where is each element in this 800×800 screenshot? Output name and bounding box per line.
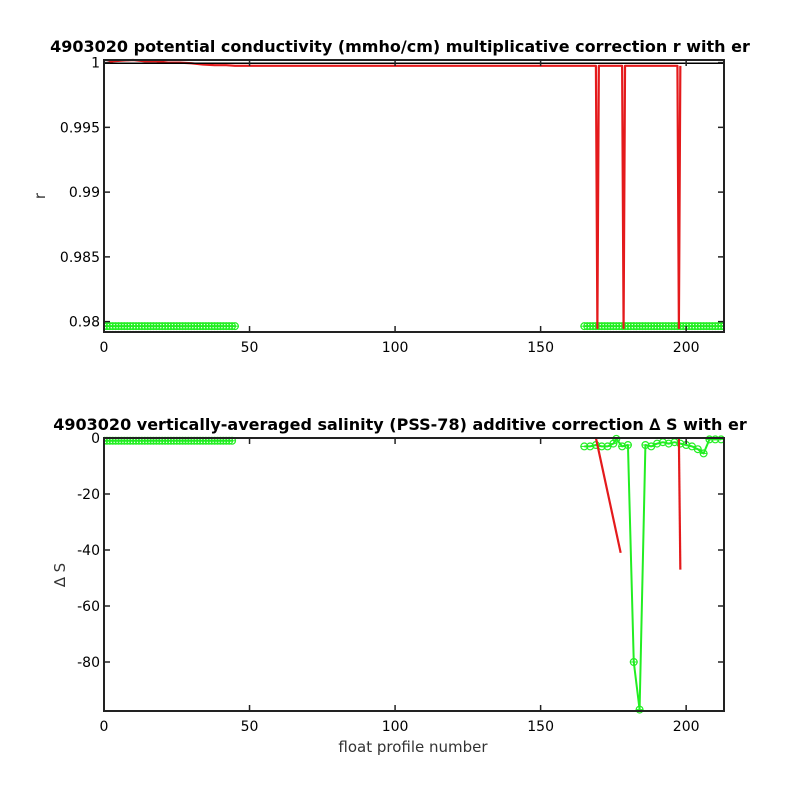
panel-top: 4903020 potential conductivity (mmho/cm)…: [31, 37, 750, 356]
x-tick-label: 200: [673, 719, 700, 735]
y-tick-label: 0.98: [69, 315, 100, 331]
title-top: 4903020 potential conductivity (mmho/cm)…: [50, 37, 750, 56]
plot-area-bottom: 0 50 100 150 200 0 -20 -40 -60 -80: [77, 431, 725, 735]
y-tick-label: -40: [77, 543, 100, 559]
y-tick-label: 0.985: [60, 250, 100, 266]
y-tick-label: 1: [91, 56, 100, 72]
y-tick-label: 0.99: [69, 185, 100, 201]
x-tick-label: 0: [100, 340, 109, 356]
y-tick-label: -60: [77, 599, 100, 615]
x-tick-label: 100: [382, 340, 409, 356]
panel-bottom: 4903020 vertically-averaged salinity (PS…: [51, 415, 747, 756]
x-tick-label: 50: [241, 340, 259, 356]
xlabel-bottom: float profile number: [338, 738, 488, 756]
title-bottom: 4903020 vertically-averaged salinity (PS…: [53, 415, 747, 434]
red-series: [677, 437, 682, 570]
y-tick-label: -20: [77, 487, 100, 503]
axes-frame: [103, 59, 725, 333]
series-group: [104, 434, 724, 714]
axes-frame: [103, 437, 725, 712]
ylabel-bottom: ∆ S: [51, 563, 69, 588]
red-series: [106, 58, 682, 330]
x-tick-label: 0: [100, 719, 109, 735]
y-tick-label: 0.995: [60, 120, 100, 136]
x-tick-label: 150: [527, 340, 554, 356]
y-tick-label: 0: [91, 431, 100, 447]
x-tick-label: 50: [241, 719, 259, 735]
y-tick-label: -80: [77, 655, 100, 671]
plot-area-top: 0 50 100 150 200 1 0.995 0.99 0.985 0.98: [60, 56, 725, 356]
series-group: [104, 58, 724, 331]
x-tick-label: 200: [673, 340, 700, 356]
red-series: [594, 437, 622, 554]
x-tick-label: 150: [527, 719, 554, 735]
ylabel-top: r: [31, 192, 49, 199]
x-tick-label: 100: [382, 719, 409, 735]
